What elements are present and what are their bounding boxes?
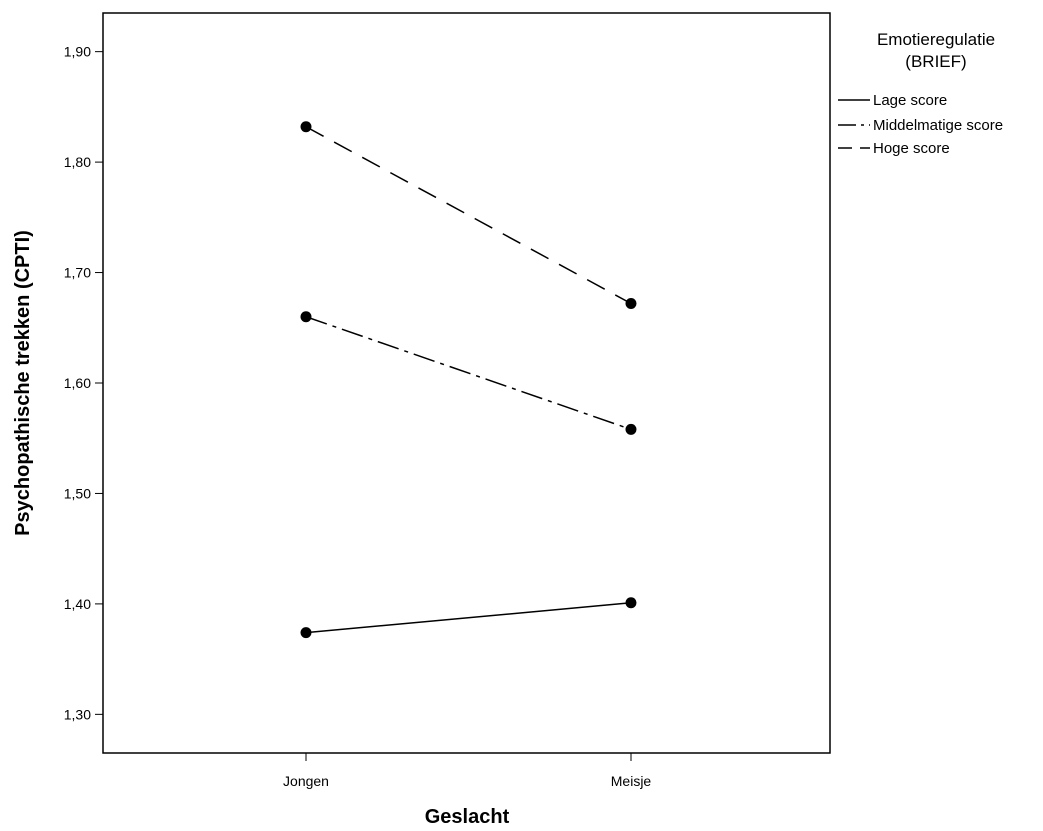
series-line bbox=[306, 317, 631, 430]
x-axis-title: Geslacht bbox=[425, 806, 510, 828]
x-tick-label: Jongen bbox=[283, 773, 329, 789]
y-tick-label: 1,60 bbox=[64, 375, 91, 391]
x-axis: Jongen Meisje bbox=[283, 753, 651, 789]
y-tick-label: 1,50 bbox=[64, 485, 91, 501]
y-tick-label: 1,90 bbox=[64, 44, 91, 60]
legend-title-line1: Emotieregulatie bbox=[877, 30, 995, 49]
data-point bbox=[626, 597, 637, 608]
series-line bbox=[306, 603, 631, 633]
legend-title-line2: (BRIEF) bbox=[905, 52, 966, 71]
x-tick-label: Meisje bbox=[611, 773, 652, 789]
y-axis-title: Psychopathische trekken (CPTI) bbox=[12, 230, 34, 536]
legend-label: Hoge score bbox=[873, 140, 950, 157]
data-point bbox=[301, 121, 312, 132]
data-point bbox=[626, 298, 637, 309]
plot-frame bbox=[103, 13, 830, 753]
y-axis: 1,30 1,40 1,50 1,60 1,70 1,80 1,90 bbox=[64, 44, 103, 723]
legend: Emotieregulatie (BRIEF) Lage score Middel… bbox=[838, 30, 1003, 157]
series-lines bbox=[306, 127, 631, 633]
y-tick-label: 1,30 bbox=[64, 706, 91, 722]
data-point bbox=[301, 627, 312, 638]
legend-label: Lage score bbox=[873, 92, 947, 109]
data-point bbox=[626, 424, 637, 435]
series-points bbox=[301, 121, 637, 638]
y-tick-label: 1,80 bbox=[64, 154, 91, 170]
data-point bbox=[301, 311, 312, 322]
series-line bbox=[306, 127, 631, 304]
y-tick-label: 1,70 bbox=[64, 265, 91, 281]
y-tick-label: 1,40 bbox=[64, 596, 91, 612]
legend-label: Middelmatige score bbox=[873, 117, 1003, 134]
